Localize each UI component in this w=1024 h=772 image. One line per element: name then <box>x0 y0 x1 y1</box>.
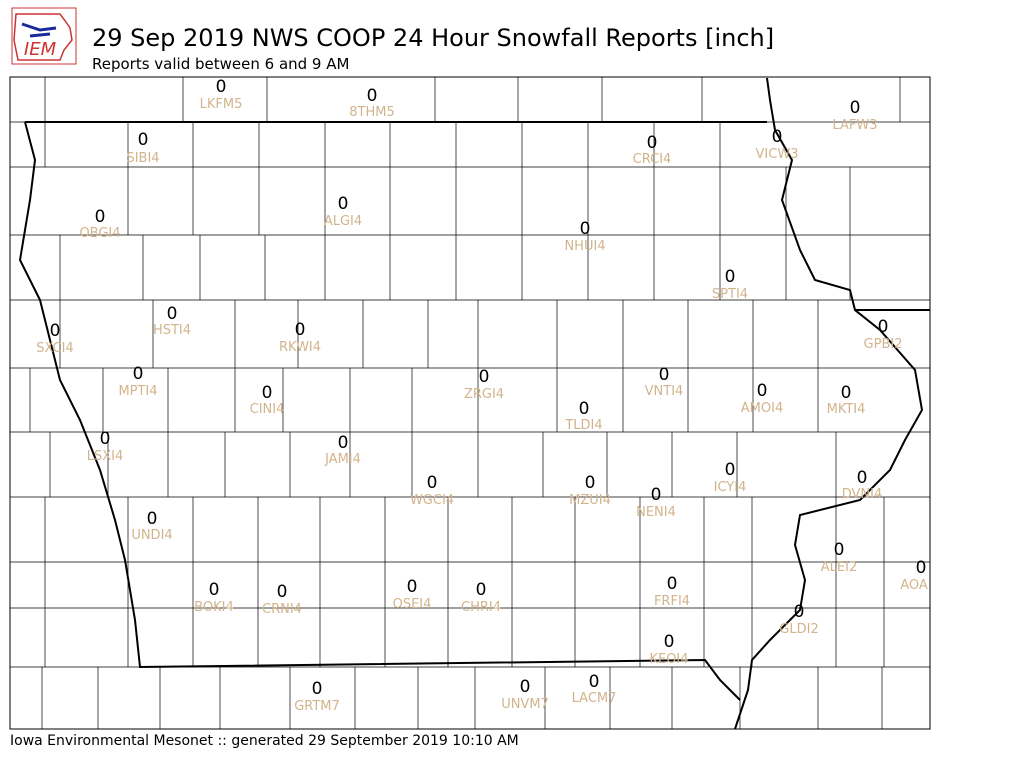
snowfall-value: 0 <box>312 679 323 699</box>
snowfall-value: 0 <box>647 133 658 153</box>
snowfall-value: 0 <box>850 98 861 118</box>
station-label: MPTI4 <box>118 384 157 399</box>
logo-mark <box>21 22 57 38</box>
station-label: AOA <box>900 578 928 593</box>
footer: Iowa Environmental Mesonet :: generated … <box>10 733 519 749</box>
snowfall-value: 0 <box>834 540 845 560</box>
snowfall-value: 0 <box>209 580 220 600</box>
snowfall-value: 0 <box>916 558 927 578</box>
snowfall-value: 0 <box>138 130 149 150</box>
snowfall-value: 0 <box>757 381 768 401</box>
snowfall-value: 0 <box>725 267 736 287</box>
snowfall-value: 0 <box>664 632 675 652</box>
snowfall-value: 0 <box>589 672 600 692</box>
subtitle: Reports valid between 6 and 9 AM <box>92 55 349 73</box>
snowfall-value: 0 <box>479 367 490 387</box>
station-label: ALEI2 <box>821 560 857 575</box>
station-label: CHRI4 <box>461 600 501 615</box>
logo-outline <box>13 13 73 61</box>
station-label: HSTI4 <box>153 323 191 338</box>
snowfall-value: 0 <box>878 317 889 337</box>
reports: LKFM508THM50LAFW30SIBI40CRCI40VICW30ALGI… <box>36 77 928 714</box>
snowfall-value: 0 <box>841 383 852 403</box>
snowfall-value: 0 <box>580 219 591 239</box>
station-label: MZUI4 <box>569 493 611 508</box>
snowfall-value: 0 <box>50 321 61 341</box>
logo-text: IEM <box>24 39 57 60</box>
snowfall-value: 0 <box>295 320 306 340</box>
snowfall-value: 0 <box>95 207 106 227</box>
station-label: BOKI4 <box>194 600 234 615</box>
station-label: NHUI4 <box>564 239 605 254</box>
snowfall-value: 0 <box>585 473 596 493</box>
station-label: AMOI4 <box>741 401 783 416</box>
station-label: CRCI4 <box>633 152 672 167</box>
station-label: MKTI4 <box>827 402 866 417</box>
station-label: OSEI4 <box>393 597 432 612</box>
station-label: GPBI2 <box>864 337 903 352</box>
station-label: JAMI4 <box>324 452 361 467</box>
station-label: LAFW3 <box>832 118 877 133</box>
snowfall-value: 0 <box>133 364 144 384</box>
station-label: ZRGI4 <box>464 387 504 402</box>
title: 29 Sep 2019 NWS COOP 24 Hour Snowfall Re… <box>92 24 774 52</box>
state-border <box>18 77 930 730</box>
snowfall-value: 0 <box>367 86 378 106</box>
station-label: NENI4 <box>636 505 676 520</box>
station-label: GLDI2 <box>779 622 818 637</box>
snowfall-value: 0 <box>338 433 349 453</box>
snowfall-value: 0 <box>772 127 783 147</box>
station-label: TLDI4 <box>564 418 602 433</box>
snowfall-value: 0 <box>659 365 670 385</box>
snowfall-value: 0 <box>476 580 487 600</box>
station-label: GRTM7 <box>294 699 340 714</box>
station-label: UNVM7 <box>501 697 549 712</box>
station-label: FRFI4 <box>654 594 690 609</box>
snowfall-value: 0 <box>579 399 590 419</box>
station-label: SIBI4 <box>126 151 159 166</box>
station-label: LKFM5 <box>200 97 243 112</box>
snowfall-value: 0 <box>427 473 438 493</box>
station-label: CRNI4 <box>262 602 302 617</box>
station-label: RKWI4 <box>279 340 321 355</box>
snowfall-value: 0 <box>100 429 111 449</box>
snowfall-value: 0 <box>725 460 736 480</box>
snowfall-value: 0 <box>651 485 662 505</box>
snowfall-value: 0 <box>857 468 868 488</box>
station-label: OBGI4 <box>79 226 120 241</box>
snowfall-value: 0 <box>216 77 227 97</box>
snowfall-value: 0 <box>407 577 418 597</box>
map-frame <box>9 76 931 730</box>
snowfall-value: 0 <box>262 383 273 403</box>
station-label: CINI4 <box>250 402 285 417</box>
snowfall-value: 0 <box>520 677 531 697</box>
snowfall-value: 0 <box>147 509 158 529</box>
station-label: LSXI4 <box>87 449 124 464</box>
snowfall-value: 0 <box>667 574 678 594</box>
snowfall-value: 0 <box>338 194 349 214</box>
station-label: VICW3 <box>756 147 799 162</box>
snowfall-value: 0 <box>277 582 288 602</box>
station-label: SXCI4 <box>36 341 73 356</box>
station-label: ICYI4 <box>714 480 747 495</box>
station-label: WGCI4 <box>410 493 454 508</box>
snowfall-value: 0 <box>167 304 178 324</box>
station-label: DVNI4 <box>842 487 883 502</box>
station-label: UNDI4 <box>131 528 172 543</box>
station-label: KEOI4 <box>649 652 688 667</box>
logo: IEM <box>11 7 77 65</box>
station-label: VNTI4 <box>645 384 684 399</box>
station-label: ALGI4 <box>324 214 362 229</box>
snowfall-value: 0 <box>794 602 805 622</box>
station-label: 8THM5 <box>349 105 394 120</box>
station-label: LACM7 <box>572 691 617 706</box>
station-label: SPTI4 <box>712 287 748 302</box>
